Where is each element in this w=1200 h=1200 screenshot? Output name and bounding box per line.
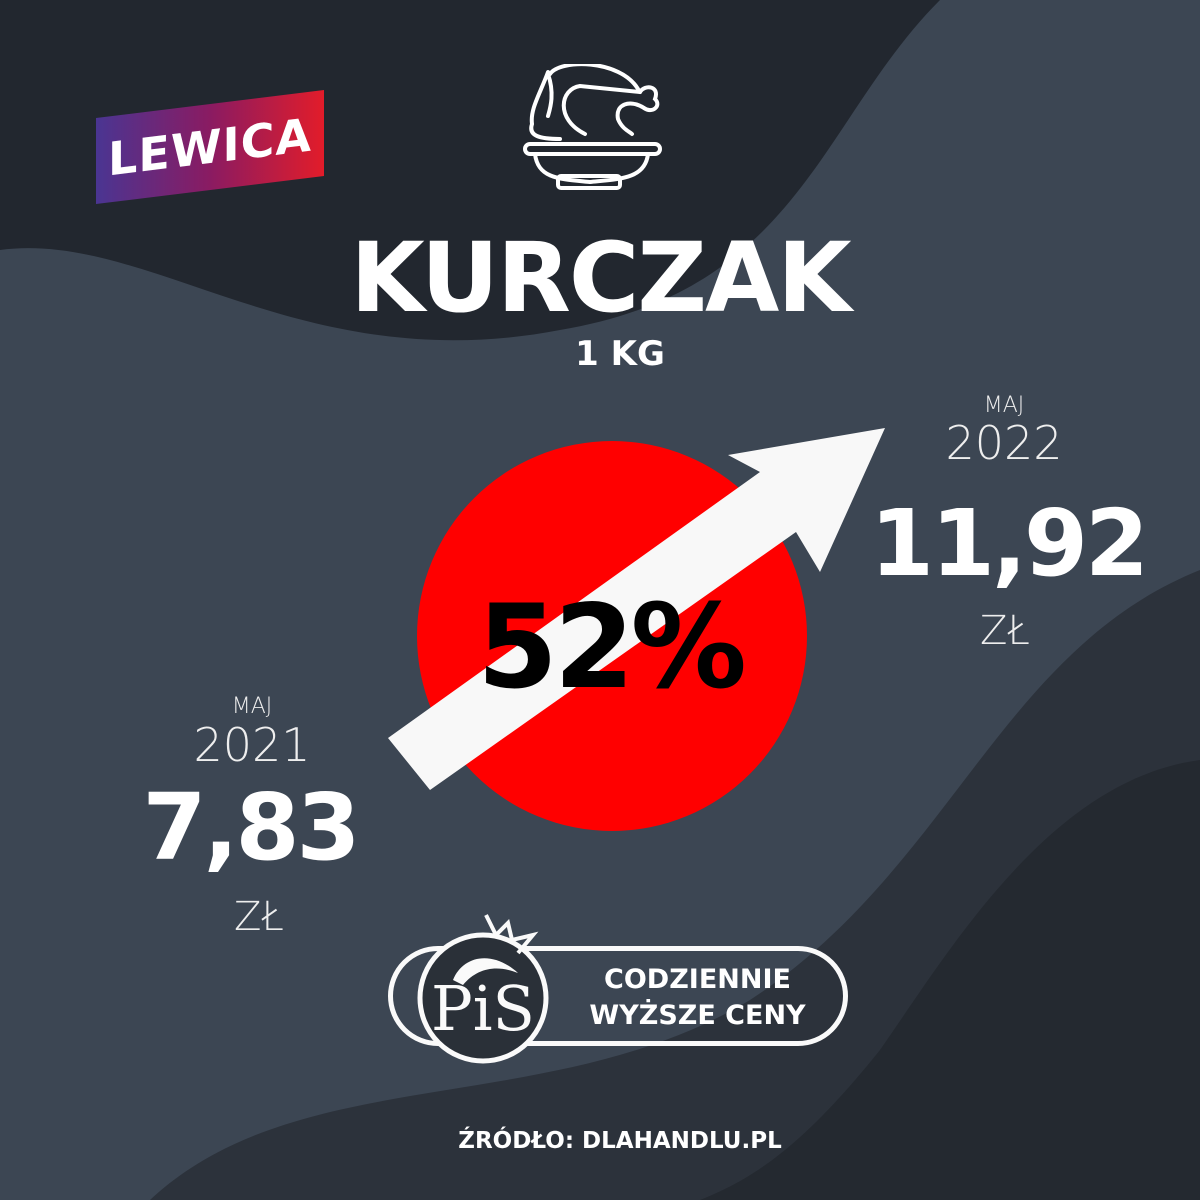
slogan-line-1: CODZIENNIE (604, 964, 791, 995)
percent-change: 52% (477, 580, 747, 715)
before-year: 2021 (193, 718, 311, 772)
after-price: 11,92 (870, 490, 1149, 597)
after-month: MAJ (983, 393, 1025, 418)
pis-logo: PiS (417, 914, 549, 1064)
after-year: 2022 (945, 416, 1063, 470)
source-text: ŹRÓDŁO: DLAHANDLU.PL (458, 1128, 782, 1154)
after-currency: ZŁ (980, 608, 1030, 654)
before-month: MAJ (231, 694, 273, 719)
before-currency: ZŁ (234, 894, 284, 940)
up-arrow (388, 428, 885, 790)
product-unit: 1 KG (575, 334, 665, 374)
product-name: KURCZAK (350, 222, 851, 334)
slogan-pill (388, 946, 848, 1046)
before-price: 7,83 (142, 774, 361, 881)
slogan-text: CODZIENNIE WYŻSZE CENY (560, 962, 835, 1034)
roast-chicken-on-plate-icon (523, 64, 662, 190)
svg-text:PiS: PiS (431, 972, 535, 1045)
slogan-line-2: WYŻSZE CENY (589, 1000, 806, 1031)
